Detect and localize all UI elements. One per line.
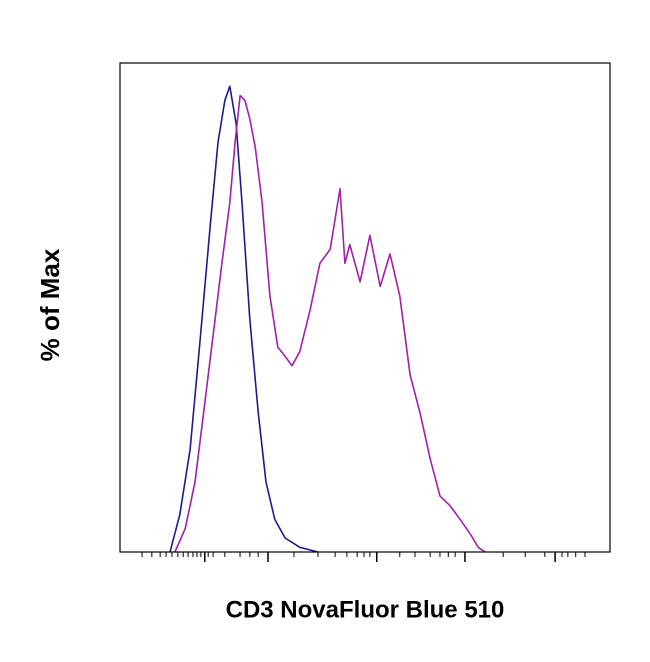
histogram-line bbox=[174, 94, 486, 553]
histogram-line bbox=[169, 85, 319, 553]
y-axis-label: % of Max bbox=[35, 248, 65, 361]
x-axis-label: CD3 NovaFluor Blue 510 bbox=[226, 596, 505, 623]
plot-frame bbox=[119, 62, 611, 553]
